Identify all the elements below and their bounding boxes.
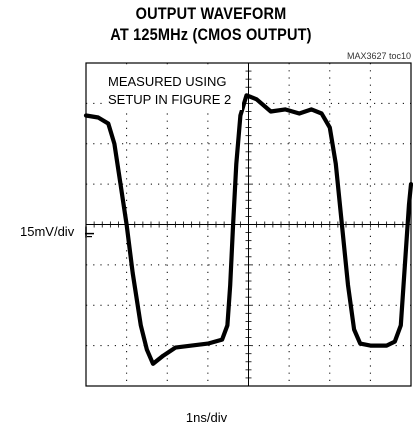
figure-code: MAX3627 toc10	[346, 51, 411, 61]
waveform-trace	[83, 93, 413, 366]
chart-title-line-2: AT 125MHz (CMOS OUTPUT)	[110, 26, 312, 44]
annotation-line-2: SETUP IN FIGURE 2	[108, 92, 231, 107]
y-scale-label: 15mV/div	[20, 224, 75, 239]
annotation-line-1: MEASURED USING	[108, 74, 226, 89]
plot-frame	[85, 62, 412, 387]
x-scale-label: 1ns/div	[185, 410, 228, 425]
ground-marker-icon	[85, 226, 94, 238]
annotation-background	[102, 70, 242, 110]
chart-title-line-1: OUTPUT WAVEFORM	[135, 5, 287, 23]
graticule	[86, 63, 411, 386]
